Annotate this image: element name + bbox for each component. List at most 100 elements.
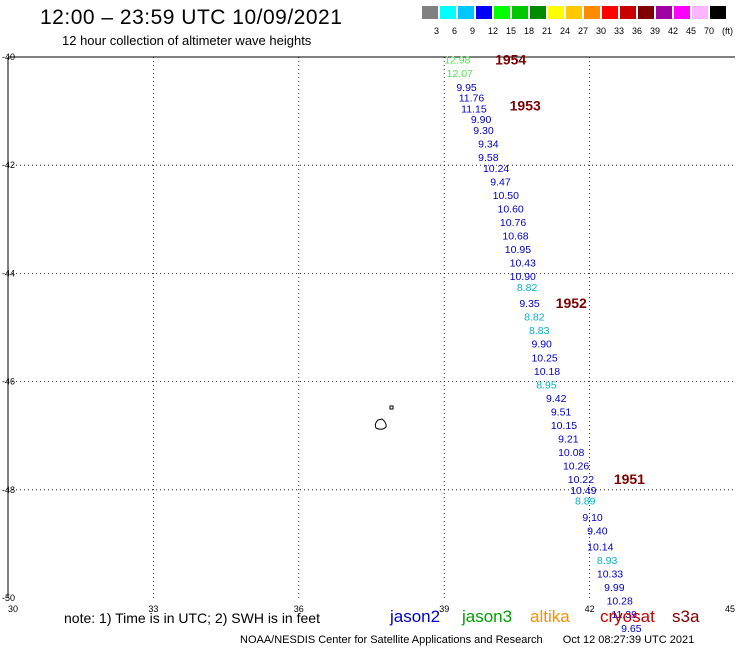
swh-value: 10.49 xyxy=(570,485,596,497)
swh-value: 10.50 xyxy=(493,190,519,202)
swh-value: 9.47 xyxy=(490,176,511,188)
scale-label: 30 xyxy=(596,26,607,36)
page-subtitle: 12 hour collection of altimeter wave hei… xyxy=(62,33,312,48)
swh-value: 8.95 xyxy=(536,379,557,391)
swh-value: 8.83 xyxy=(529,325,550,337)
swh-value: 9.34 xyxy=(478,139,499,151)
scale-swatch xyxy=(710,6,726,19)
swh-value: 8.89 xyxy=(575,496,596,508)
scale-label: 9 xyxy=(470,26,476,36)
swh-value: 11.76 xyxy=(459,93,485,105)
swh-value: 10.18 xyxy=(534,366,560,378)
page-title: 12:00 – 23:59 UTC 10/09/2021 xyxy=(40,6,343,29)
scale-label: 42 xyxy=(668,26,679,36)
map-grid xyxy=(7,56,735,598)
swh-value: 8.82 xyxy=(517,282,538,294)
scale-label: (ft) xyxy=(722,26,733,36)
legend-jason3: jason3 xyxy=(462,607,513,626)
swh-value: 10.76 xyxy=(500,217,526,229)
scale-swatch xyxy=(656,6,672,19)
scale-label: 45 xyxy=(686,26,697,36)
y-tick-label: -48 xyxy=(2,485,15,495)
axis-tick-labels: 30 33 36 39 42 45 -40 -42 -44 -46 -48 -50 xyxy=(2,52,735,614)
island-outline xyxy=(374,405,394,430)
x-tick-label: 42 xyxy=(585,604,595,614)
scale-swatch xyxy=(584,6,600,19)
scale-swatch xyxy=(566,6,582,19)
scale-label: 33 xyxy=(614,26,625,36)
swh-value: 9.90 xyxy=(531,339,552,351)
x-tick-label: 33 xyxy=(148,604,158,614)
scale-swatch xyxy=(494,6,510,19)
swh-value: 9.42 xyxy=(546,393,567,405)
units-note: note: 1) Time is in UTC; 2) SWH is in fe… xyxy=(64,610,320,626)
swh-value: 9.95 xyxy=(456,82,477,94)
swh-value: 9.40 xyxy=(587,525,608,537)
swh-value: 10.60 xyxy=(498,203,524,215)
swh-value: 11.39 xyxy=(611,609,637,621)
pass-number: 1953 xyxy=(510,98,541,114)
swh-value: 10.22 xyxy=(568,474,594,486)
y-tick-label: -46 xyxy=(2,377,15,387)
scale-swatch xyxy=(674,6,690,19)
pass-number: 1951 xyxy=(614,471,645,487)
swh-value: 9.30 xyxy=(473,125,494,137)
x-tick-label: 36 xyxy=(294,604,304,614)
swh-value: 10.26 xyxy=(563,460,589,472)
swh-value: 9.58 xyxy=(478,152,499,164)
swh-value: 10.15 xyxy=(551,420,577,432)
swh-value: 9.90 xyxy=(471,114,492,126)
y-tick-label: -42 xyxy=(2,160,15,170)
legend-altika: altika xyxy=(530,607,570,626)
scale-label: 3 xyxy=(434,26,440,36)
swh-value: 12.07 xyxy=(447,68,473,80)
observation-values: 12.9812.079.9511.7611.159.909.309.349.58… xyxy=(444,55,641,635)
legend-jason2: jason2 xyxy=(390,607,441,626)
pass-number: 1954 xyxy=(495,52,526,68)
x-tick-label: 39 xyxy=(439,604,449,614)
footer-timestamp: Oct 12 08:27:39 UTC 2021 xyxy=(562,634,695,646)
scale-swatch xyxy=(458,6,474,19)
swh-value: 9.10 xyxy=(582,512,603,524)
scale-swatch xyxy=(422,6,438,19)
scale-label: 18 xyxy=(524,26,535,36)
swh-value: 10.28 xyxy=(607,596,633,608)
swh-value: 9.99 xyxy=(604,582,625,594)
legend-s3a: s3a xyxy=(672,607,700,626)
scale-swatch xyxy=(530,6,546,19)
swh-value: 10.33 xyxy=(597,569,623,581)
scale-label: 39 xyxy=(650,26,661,36)
swh-value: 10.43 xyxy=(510,258,536,270)
scale-swatch xyxy=(548,6,564,19)
swh-value: 10.08 xyxy=(558,447,584,459)
swh-value: 8.82 xyxy=(524,312,545,324)
footer: NOAA/NESDIS Center for Satellite Applica… xyxy=(240,634,694,646)
swh-value: 9.51 xyxy=(551,406,572,418)
scale-label: 24 xyxy=(560,26,571,36)
y-tick-label: -50 xyxy=(2,593,15,603)
scale-label: 6 xyxy=(452,26,458,36)
scale-swatch xyxy=(692,6,708,19)
footer-credit: NOAA/NESDIS Center for Satellite Applica… xyxy=(240,634,543,646)
scale-label: 21 xyxy=(542,26,553,36)
swh-value: 9.65 xyxy=(621,623,642,635)
swh-value: 10.90 xyxy=(510,271,536,283)
swh-value: 10.95 xyxy=(505,244,531,256)
x-tick-label: 45 xyxy=(725,604,735,614)
scale-swatch xyxy=(440,6,456,19)
swh-value: 9.35 xyxy=(519,298,540,310)
scale-swatch xyxy=(512,6,528,19)
swh-value: 12.98 xyxy=(444,55,470,67)
swh-value: 10.25 xyxy=(531,352,557,364)
y-tick-label: -44 xyxy=(2,268,15,278)
swh-value: 8.93 xyxy=(597,555,618,567)
scale-label: 12 xyxy=(488,26,499,36)
scale-label: 36 xyxy=(632,26,643,36)
pass-numbers: 1954 1953 1952 1951 xyxy=(495,52,645,487)
pass-number: 1952 xyxy=(556,295,587,311)
swh-value: 10.14 xyxy=(587,542,613,554)
y-tick-label: -40 xyxy=(2,52,15,62)
scale-label: 15 xyxy=(506,26,517,36)
